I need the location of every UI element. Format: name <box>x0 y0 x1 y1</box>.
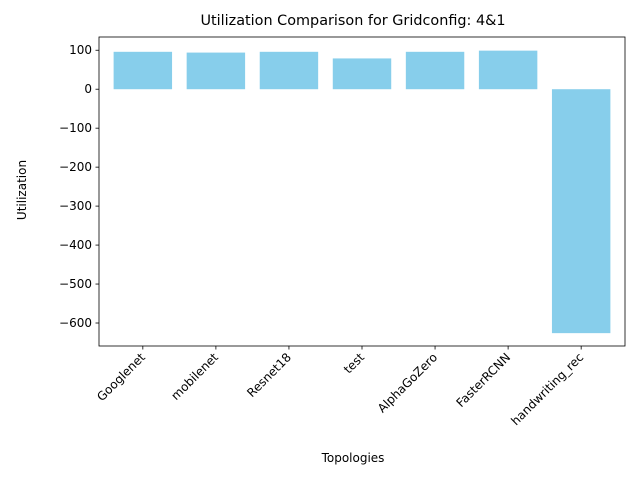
bar-fasterrcnn <box>478 50 538 90</box>
bars-group <box>113 50 611 334</box>
y-tick-label: 0 <box>84 82 92 96</box>
y-tick-label: −300 <box>59 199 92 213</box>
bar-mobilenet <box>186 52 246 90</box>
y-axis-label: Utilization <box>15 160 29 220</box>
bar-resnet18 <box>259 51 319 90</box>
y-axis-ticks: −600 −500 −400 −300 −200 −100 0 100 <box>59 43 99 330</box>
bar-alphagozero <box>405 51 465 90</box>
chart-title: Utilization Comparison for Gridconfig: 4… <box>201 13 506 29</box>
y-tick-label: −500 <box>59 277 92 291</box>
y-tick-label: −600 <box>59 316 92 330</box>
y-tick-label: −100 <box>59 121 92 135</box>
y-tick-label: −200 <box>59 160 92 174</box>
x-axis-label: Topologies <box>321 451 385 465</box>
y-tick-label: −400 <box>59 238 92 252</box>
bar-handwriting-rec <box>551 89 611 334</box>
bar-googlenet <box>113 51 173 90</box>
y-tick-label: 100 <box>69 43 92 57</box>
bar-test <box>332 58 392 90</box>
